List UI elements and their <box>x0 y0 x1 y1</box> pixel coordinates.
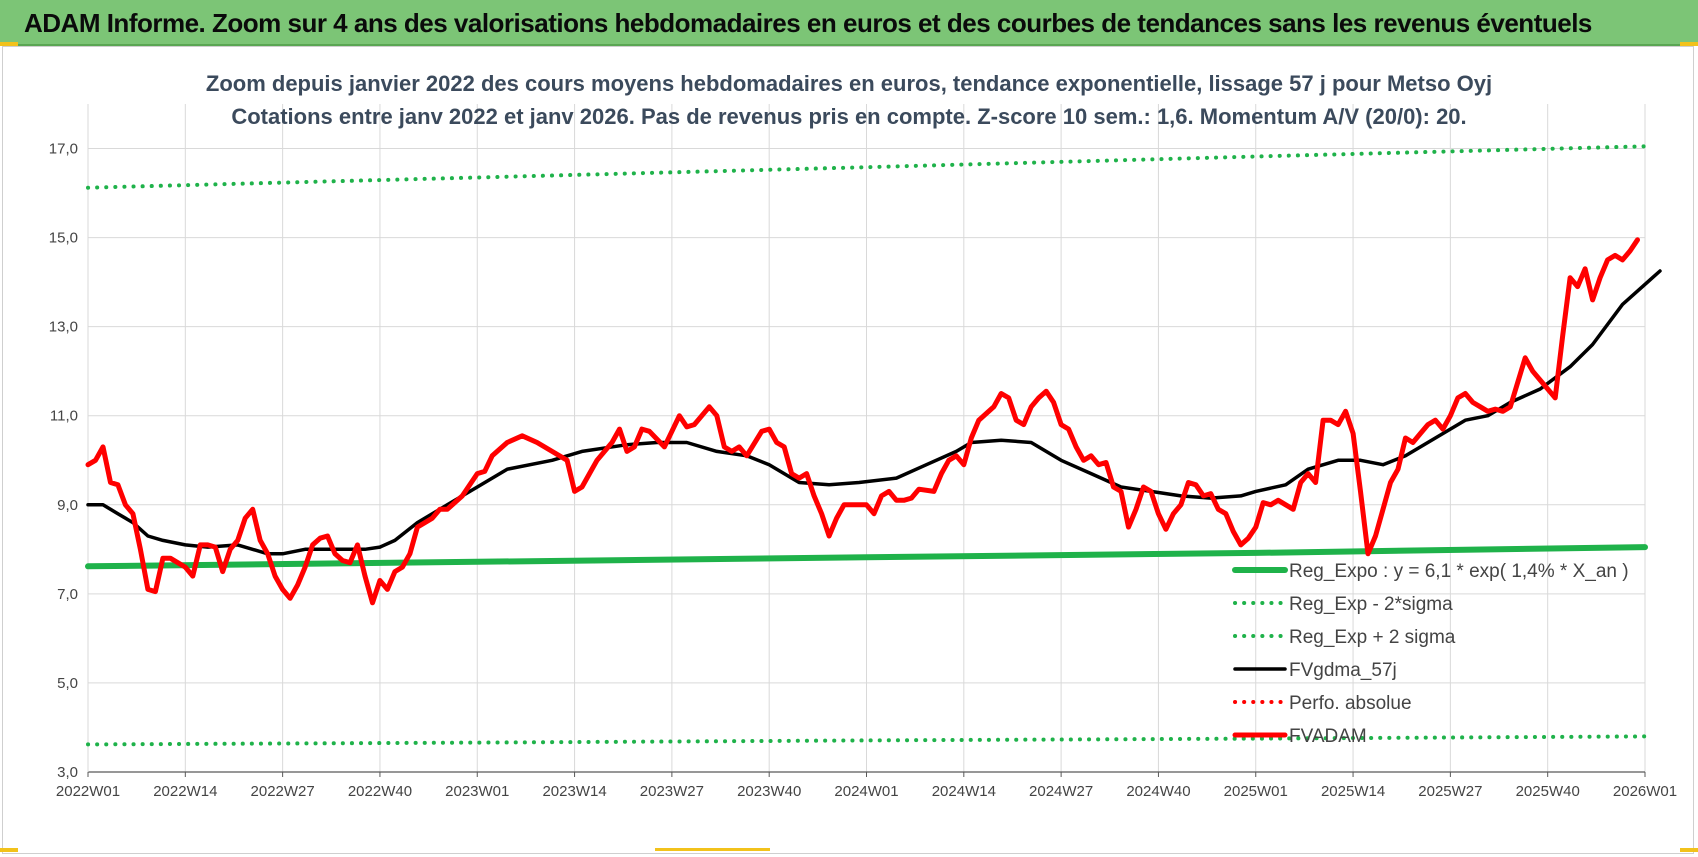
x-tick-label: 2022W40 <box>348 783 412 800</box>
y-tick-label: 17,0 <box>49 141 78 158</box>
x-tick-label: 2024W27 <box>1029 783 1093 800</box>
y-tick-label: 9,0 <box>57 497 78 514</box>
x-tick-label: 2022W27 <box>251 783 315 800</box>
y-tick-label: 5,0 <box>57 675 78 692</box>
x-tick-label: 2023W01 <box>445 783 509 800</box>
x-tick-label: 2023W40 <box>737 783 801 800</box>
x-tick-label: 2024W01 <box>834 783 898 800</box>
y-tick-label: 7,0 <box>57 586 78 603</box>
x-tick-label: 2024W14 <box>932 783 996 800</box>
corner-mark-bottom-center <box>655 848 770 851</box>
y-tick-label: 13,0 <box>49 319 78 336</box>
x-tick-label: 2024W40 <box>1126 783 1190 800</box>
x-tick-label: 2025W01 <box>1224 783 1288 800</box>
x-tick-label: 2023W27 <box>640 783 704 800</box>
chart-frame <box>2 46 1694 854</box>
legend: Reg_Expo : y = 6,1 * exp( 1,4% * X_an ) R… <box>1232 561 1629 747</box>
corner-mark-top-right <box>1680 42 1698 46</box>
legend-label: Reg_Exp + 2 sigma <box>1289 627 1456 648</box>
legend-label: FVgdma_57j <box>1289 660 1397 681</box>
corner-mark-top-left <box>0 42 18 46</box>
axes: 3,0 5,0 7,0 9,0 11,0 13,0 15,0 17,0 2022W01 2022W… <box>49 104 1677 800</box>
legend-label: Reg_Expo : y = 6,1 * exp( 1,4% * X_an ) <box>1289 561 1629 582</box>
header-title: ADAM Informe. Zoom sur 4 ans des valoris… <box>24 8 1592 38</box>
series-group <box>85 144 1662 747</box>
y-tick-label: 15,0 <box>49 230 78 247</box>
header-banner: ADAM Informe. Zoom sur 4 ans des valoris… <box>0 0 1698 46</box>
x-tick-label: 2025W40 <box>1516 783 1580 800</box>
legend-label: Reg_Exp - 2*sigma <box>1289 594 1453 615</box>
x-tick-label: 2022W01 <box>56 783 120 800</box>
x-tick-label: 2025W14 <box>1321 783 1385 800</box>
corner-mark-bottom-left <box>0 848 18 852</box>
legend-label: Perfo. absolue <box>1289 693 1412 714</box>
chart-subtitle: Cotations entre janv 2022 et janv 2026. … <box>231 104 1466 129</box>
x-tick-label: 2022W14 <box>153 783 217 800</box>
x-tick-label: 2025W27 <box>1418 783 1482 800</box>
x-tick-label: 2023W14 <box>542 783 606 800</box>
y-tick-label: 11,0 <box>50 408 78 425</box>
x-tick-label: 2026W01 <box>1613 783 1677 800</box>
corner-mark-bottom-right <box>1680 848 1698 852</box>
legend-label: FVADAM <box>1289 726 1367 747</box>
series-line-fvgdma-57j <box>86 269 1662 556</box>
grid <box>87 104 1646 773</box>
chart-title: Zoom depuis janvier 2022 des cours moyen… <box>206 71 1492 96</box>
y-tick-label: 3,0 <box>57 764 78 781</box>
series-line-fvadam <box>85 237 1640 606</box>
